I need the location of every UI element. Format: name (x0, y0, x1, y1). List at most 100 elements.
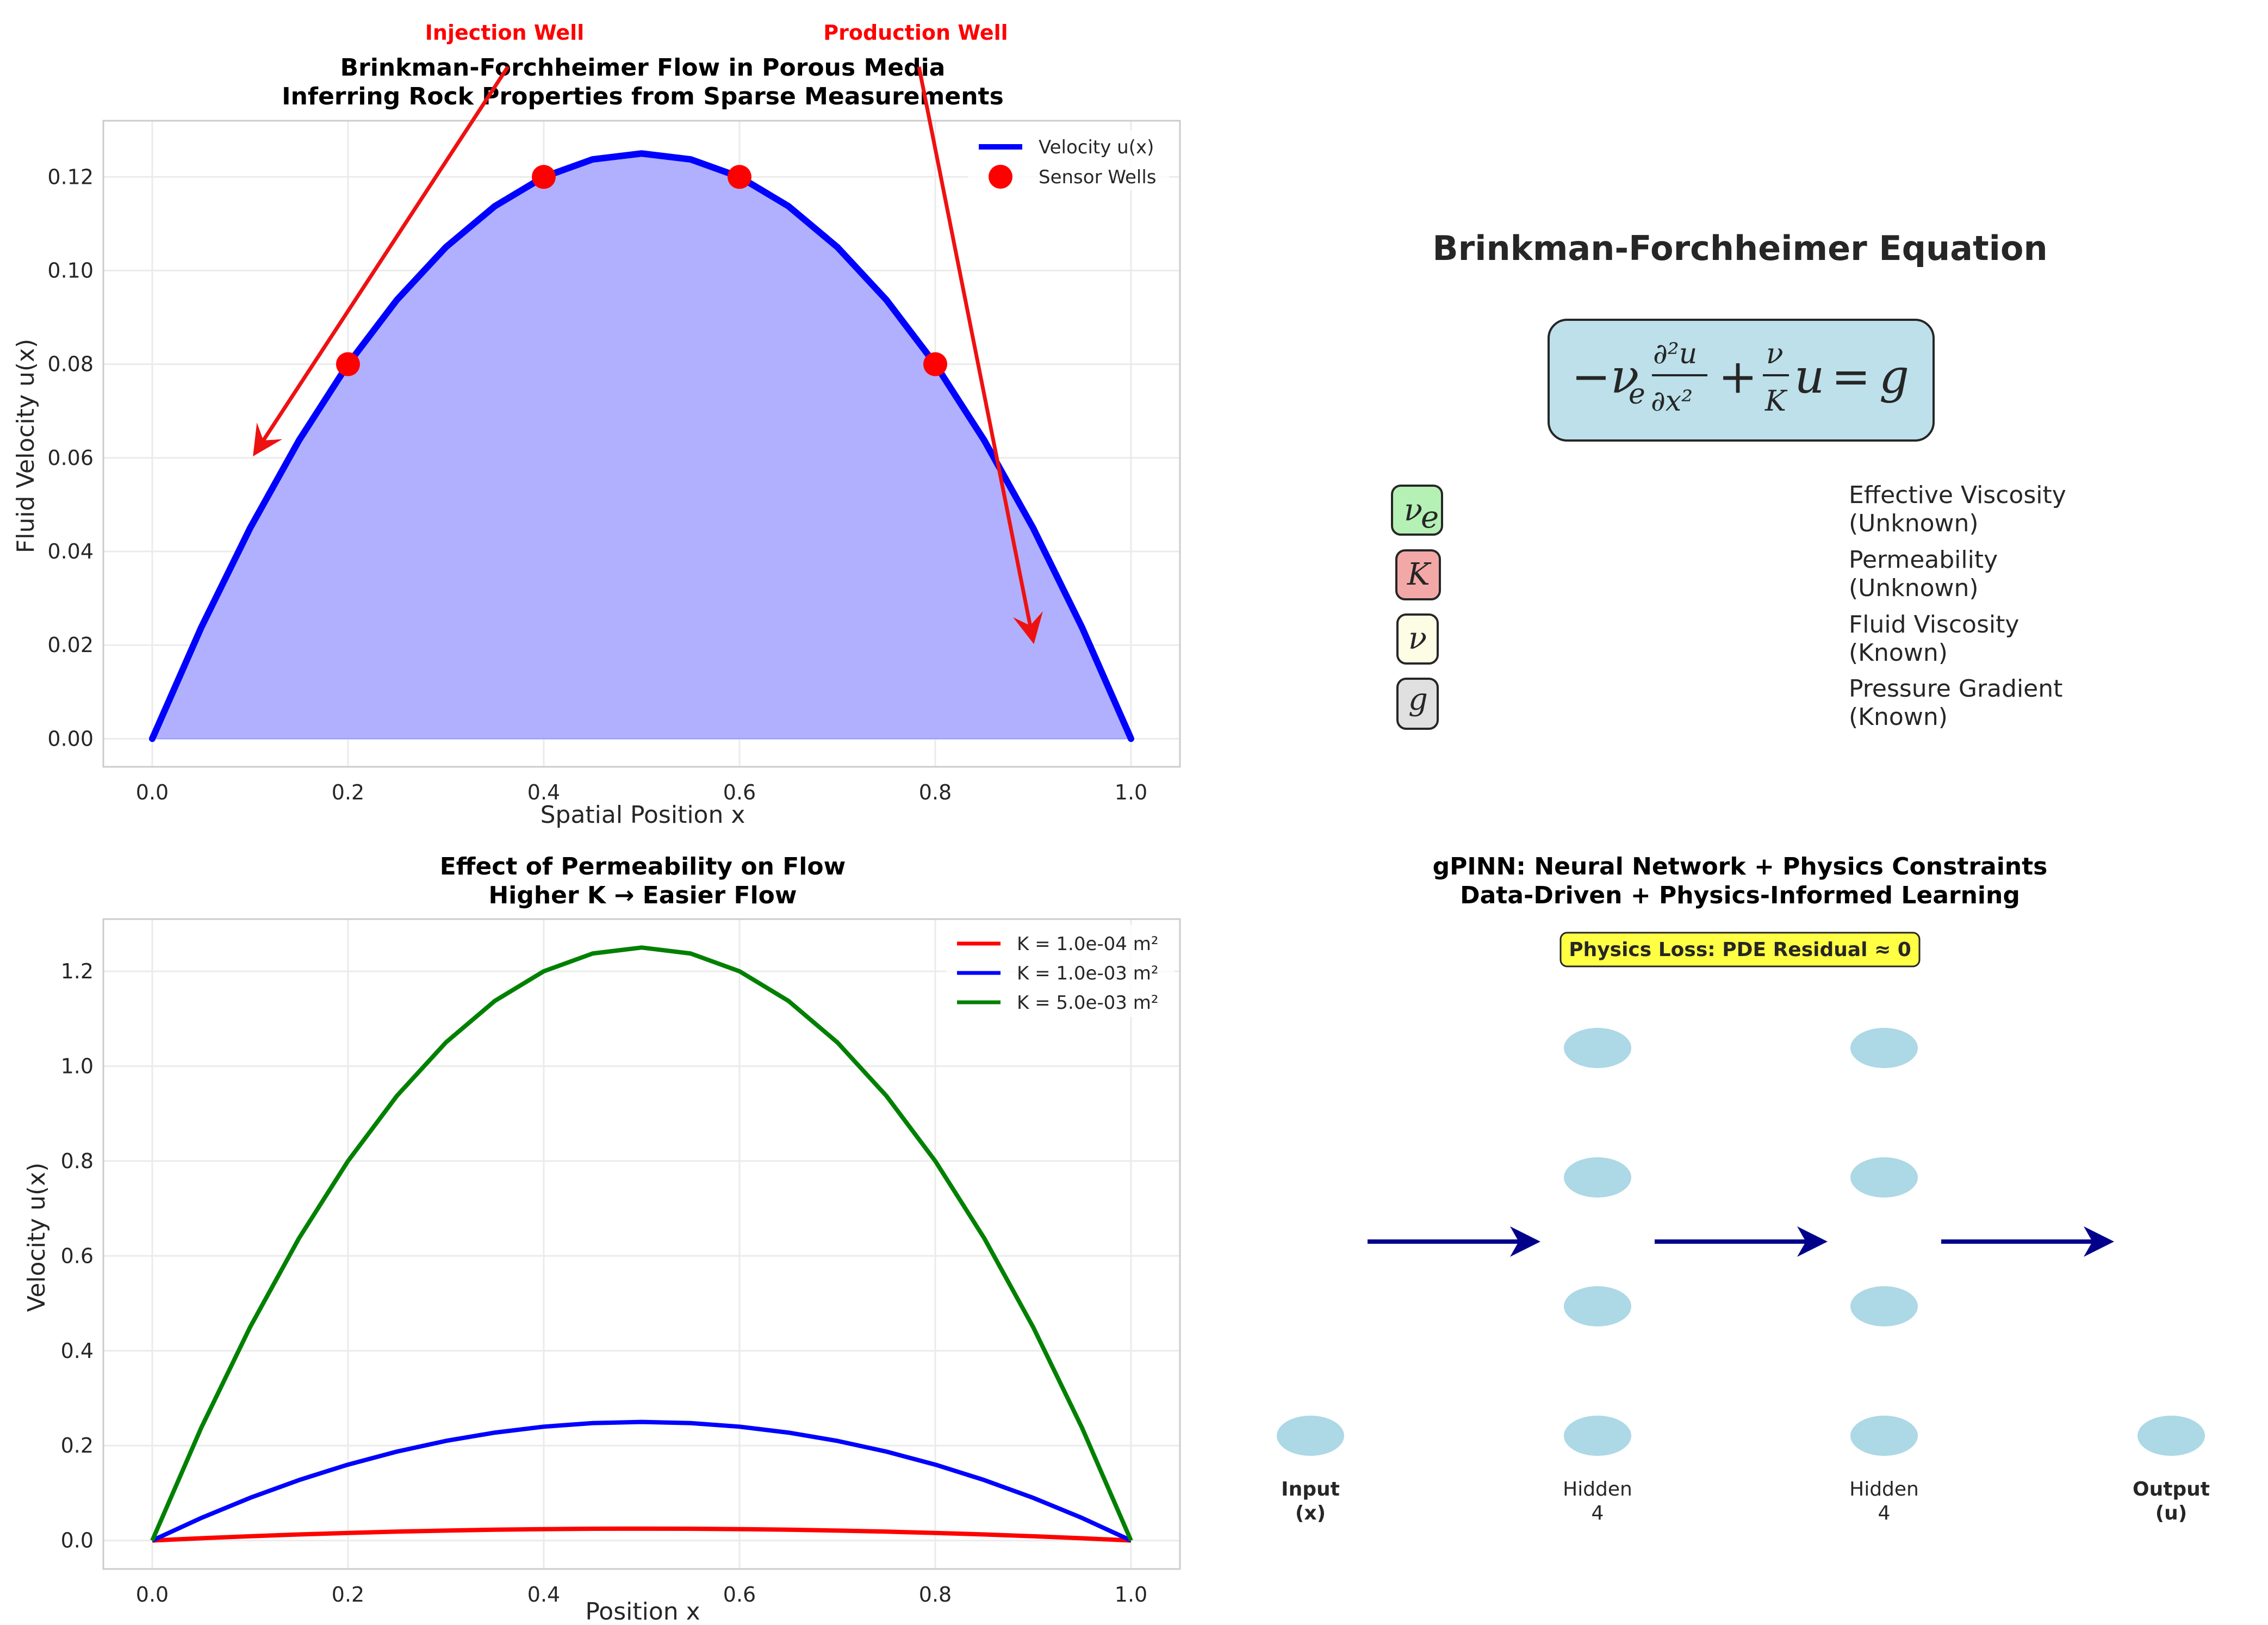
symbol-box (1396, 613, 1439, 665)
variable-symbol: K (1407, 557, 1432, 592)
equation-title: Brinkman-Forchheimer Equation (1432, 228, 2047, 268)
network-subtitle: Data-Driven + Physics-Informed Learning (1460, 882, 2020, 909)
series-line-1 (152, 1526, 1132, 1543)
legend-label-k1: K = 1.0e-04 m² (1017, 933, 1158, 955)
variable-status: (Unknown) (1849, 510, 1979, 537)
variable-status: (Known) (1849, 703, 1948, 731)
legend-label-k3: K = 5.0e-03 m² (1017, 992, 1158, 1014)
chart-title: Brinkman-Forchheimer Flow in Porous Medi… (340, 54, 946, 82)
variable-row-effective-viscosity: ν e Effective Viscosity (Unknown) (1391, 481, 2066, 537)
x-axis-label: Spatial Position x (540, 801, 745, 829)
legend: Velocity u(x) Sensor Wells (968, 131, 1169, 190)
y-tick-label: 0.02 (47, 633, 94, 657)
chart-title: Effect of Permeability on Flow (440, 853, 846, 880)
y-tick-label: 0.6 (61, 1244, 94, 1268)
variable-symbol: ν (1404, 493, 1422, 528)
layer-size: 4 (1878, 1502, 1891, 1524)
physics-loss-badge (1559, 932, 1921, 967)
y-tick-label: 1.0 (61, 1054, 94, 1078)
equation-box (1548, 319, 1935, 442)
x-tick-label: 0.6 (723, 780, 756, 804)
symbol-box (1395, 549, 1441, 600)
y-tick-label: 0.06 (47, 446, 94, 470)
sensor-point (728, 165, 751, 189)
svg-text:ν: ν (1766, 338, 1784, 370)
layer-name: Hidden (1849, 1478, 1919, 1500)
series-line-2 (151, 1419, 1132, 1543)
series-lines (150, 945, 1133, 1543)
sensor-points (336, 165, 947, 376)
network-node (1564, 1157, 1631, 1198)
annotation-label: Production Well (823, 21, 1008, 45)
legend-label-k2: K = 1.0e-03 m² (1017, 963, 1158, 984)
x-tick-label: 0.0 (136, 780, 169, 804)
x-tick-label: 1.0 (1115, 1583, 1147, 1607)
svg-text:∂²u: ∂²u (1653, 338, 1697, 370)
x-tick-label: 0.4 (527, 780, 560, 804)
variable-status: (Known) (1849, 639, 1948, 667)
svg-text:u: u (1794, 350, 1824, 404)
annotation-arrow (253, 65, 509, 457)
velocity-line (149, 150, 1134, 742)
y-tick-labels: 0.00 0.02 0.04 0.06 0.08 0.10 0.12 (47, 165, 94, 751)
annotations: Injection Well Production Well (253, 21, 1043, 644)
svg-text:g: g (1879, 350, 1909, 404)
legend-marker-sensor (989, 165, 1012, 189)
svg-text:K: K (1764, 385, 1788, 418)
x-tick-label: 0.2 (332, 1583, 364, 1607)
layer-name: Hidden (1563, 1478, 1632, 1500)
permeability-effect-chart: 0.0 0.2 0.4 0.6 0.8 1.0 0.0 0.2 0.4 0.6 0.8 1.0 1.2… (23, 853, 1181, 1625)
network-node (1850, 1157, 1918, 1198)
axes-frame (102, 120, 1181, 768)
annotation-arrow (917, 66, 1043, 644)
network-title: gPINN: Neural Network + Physics Constrai… (1433, 853, 2048, 880)
physics-loss-text: Physics Loss: PDE Residual ≈ 0 (1569, 939, 1911, 961)
network-panel: gPINN: Neural Network + Physics Constrai… (1277, 853, 2210, 1524)
network-node (1850, 1416, 1918, 1456)
velocity-profile-chart: 0.0 0.2 0.4 0.6 0.8 1.0 0.000.020.040.060.080… (12, 21, 1181, 829)
network-node (1564, 1028, 1631, 1068)
x-tick-label: 0.6 (723, 1583, 756, 1607)
x-tick-label: 0.8 (919, 780, 952, 804)
series-lines (149, 150, 1134, 742)
svg-text:e: e (1629, 378, 1645, 411)
variable-status: (Unknown) (1849, 574, 1979, 602)
y-tick-label: 0.00 (47, 727, 94, 751)
svg-text:∂x²: ∂x² (1651, 385, 1693, 418)
network-node (2137, 1416, 2205, 1456)
x-tick-label: 0.2 (332, 780, 364, 804)
svg-text:=: = (1831, 350, 1871, 404)
grid (103, 919, 1180, 1569)
symbol-box (1396, 678, 1439, 730)
equation-formula: −ν e ∂²u ∂x² + ν K u = g (1571, 338, 1909, 418)
x-tick-labels: 0.0 0.2 0.4 0.6 0.8 1.0 (136, 780, 1147, 804)
variable-symbol: g (1408, 682, 1428, 717)
network-node (1564, 1286, 1631, 1326)
network-node (1564, 1416, 1631, 1456)
layer-name: Output (2133, 1478, 2210, 1500)
network-node (1850, 1028, 1918, 1068)
network-nodes (1277, 1028, 2205, 1456)
chart-subtitle: Higher K → Easier Flow (488, 882, 797, 909)
sensor-point (336, 352, 360, 376)
variable-name: Pressure Gradient (1849, 675, 2062, 703)
variable-name: Fluid Viscosity (1849, 611, 2019, 638)
network-node (1850, 1286, 1918, 1326)
variable-row-fluid-viscosity: ν Fluid Viscosity (Known) (1396, 611, 2019, 667)
variable-row-permeability: K Permeability (Unknown) (1395, 546, 1998, 602)
legend-label-velocity: Velocity u(x) (1039, 137, 1154, 158)
y-tick-label: 0.0 (61, 1529, 94, 1553)
legend-label-sensor: Sensor Wells (1039, 166, 1157, 188)
y-tick-label: 0.10 (47, 258, 94, 282)
x-tick-label: 0.4 (527, 1583, 560, 1607)
svg-text:+: + (1718, 350, 1757, 404)
axes-frame (102, 918, 1181, 1570)
x-tick-label: 0.8 (919, 1583, 952, 1607)
variable-name: Permeability (1849, 546, 1998, 574)
equation-panel: Brinkman-Forchheimer Equation −ν e ∂²u ∂… (1391, 228, 2066, 731)
y-tick-label: 0.04 (47, 539, 94, 563)
annotation-label: Injection Well (425, 21, 584, 45)
variable-name: Effective Viscosity (1849, 481, 2066, 509)
network-node (1277, 1416, 1344, 1456)
